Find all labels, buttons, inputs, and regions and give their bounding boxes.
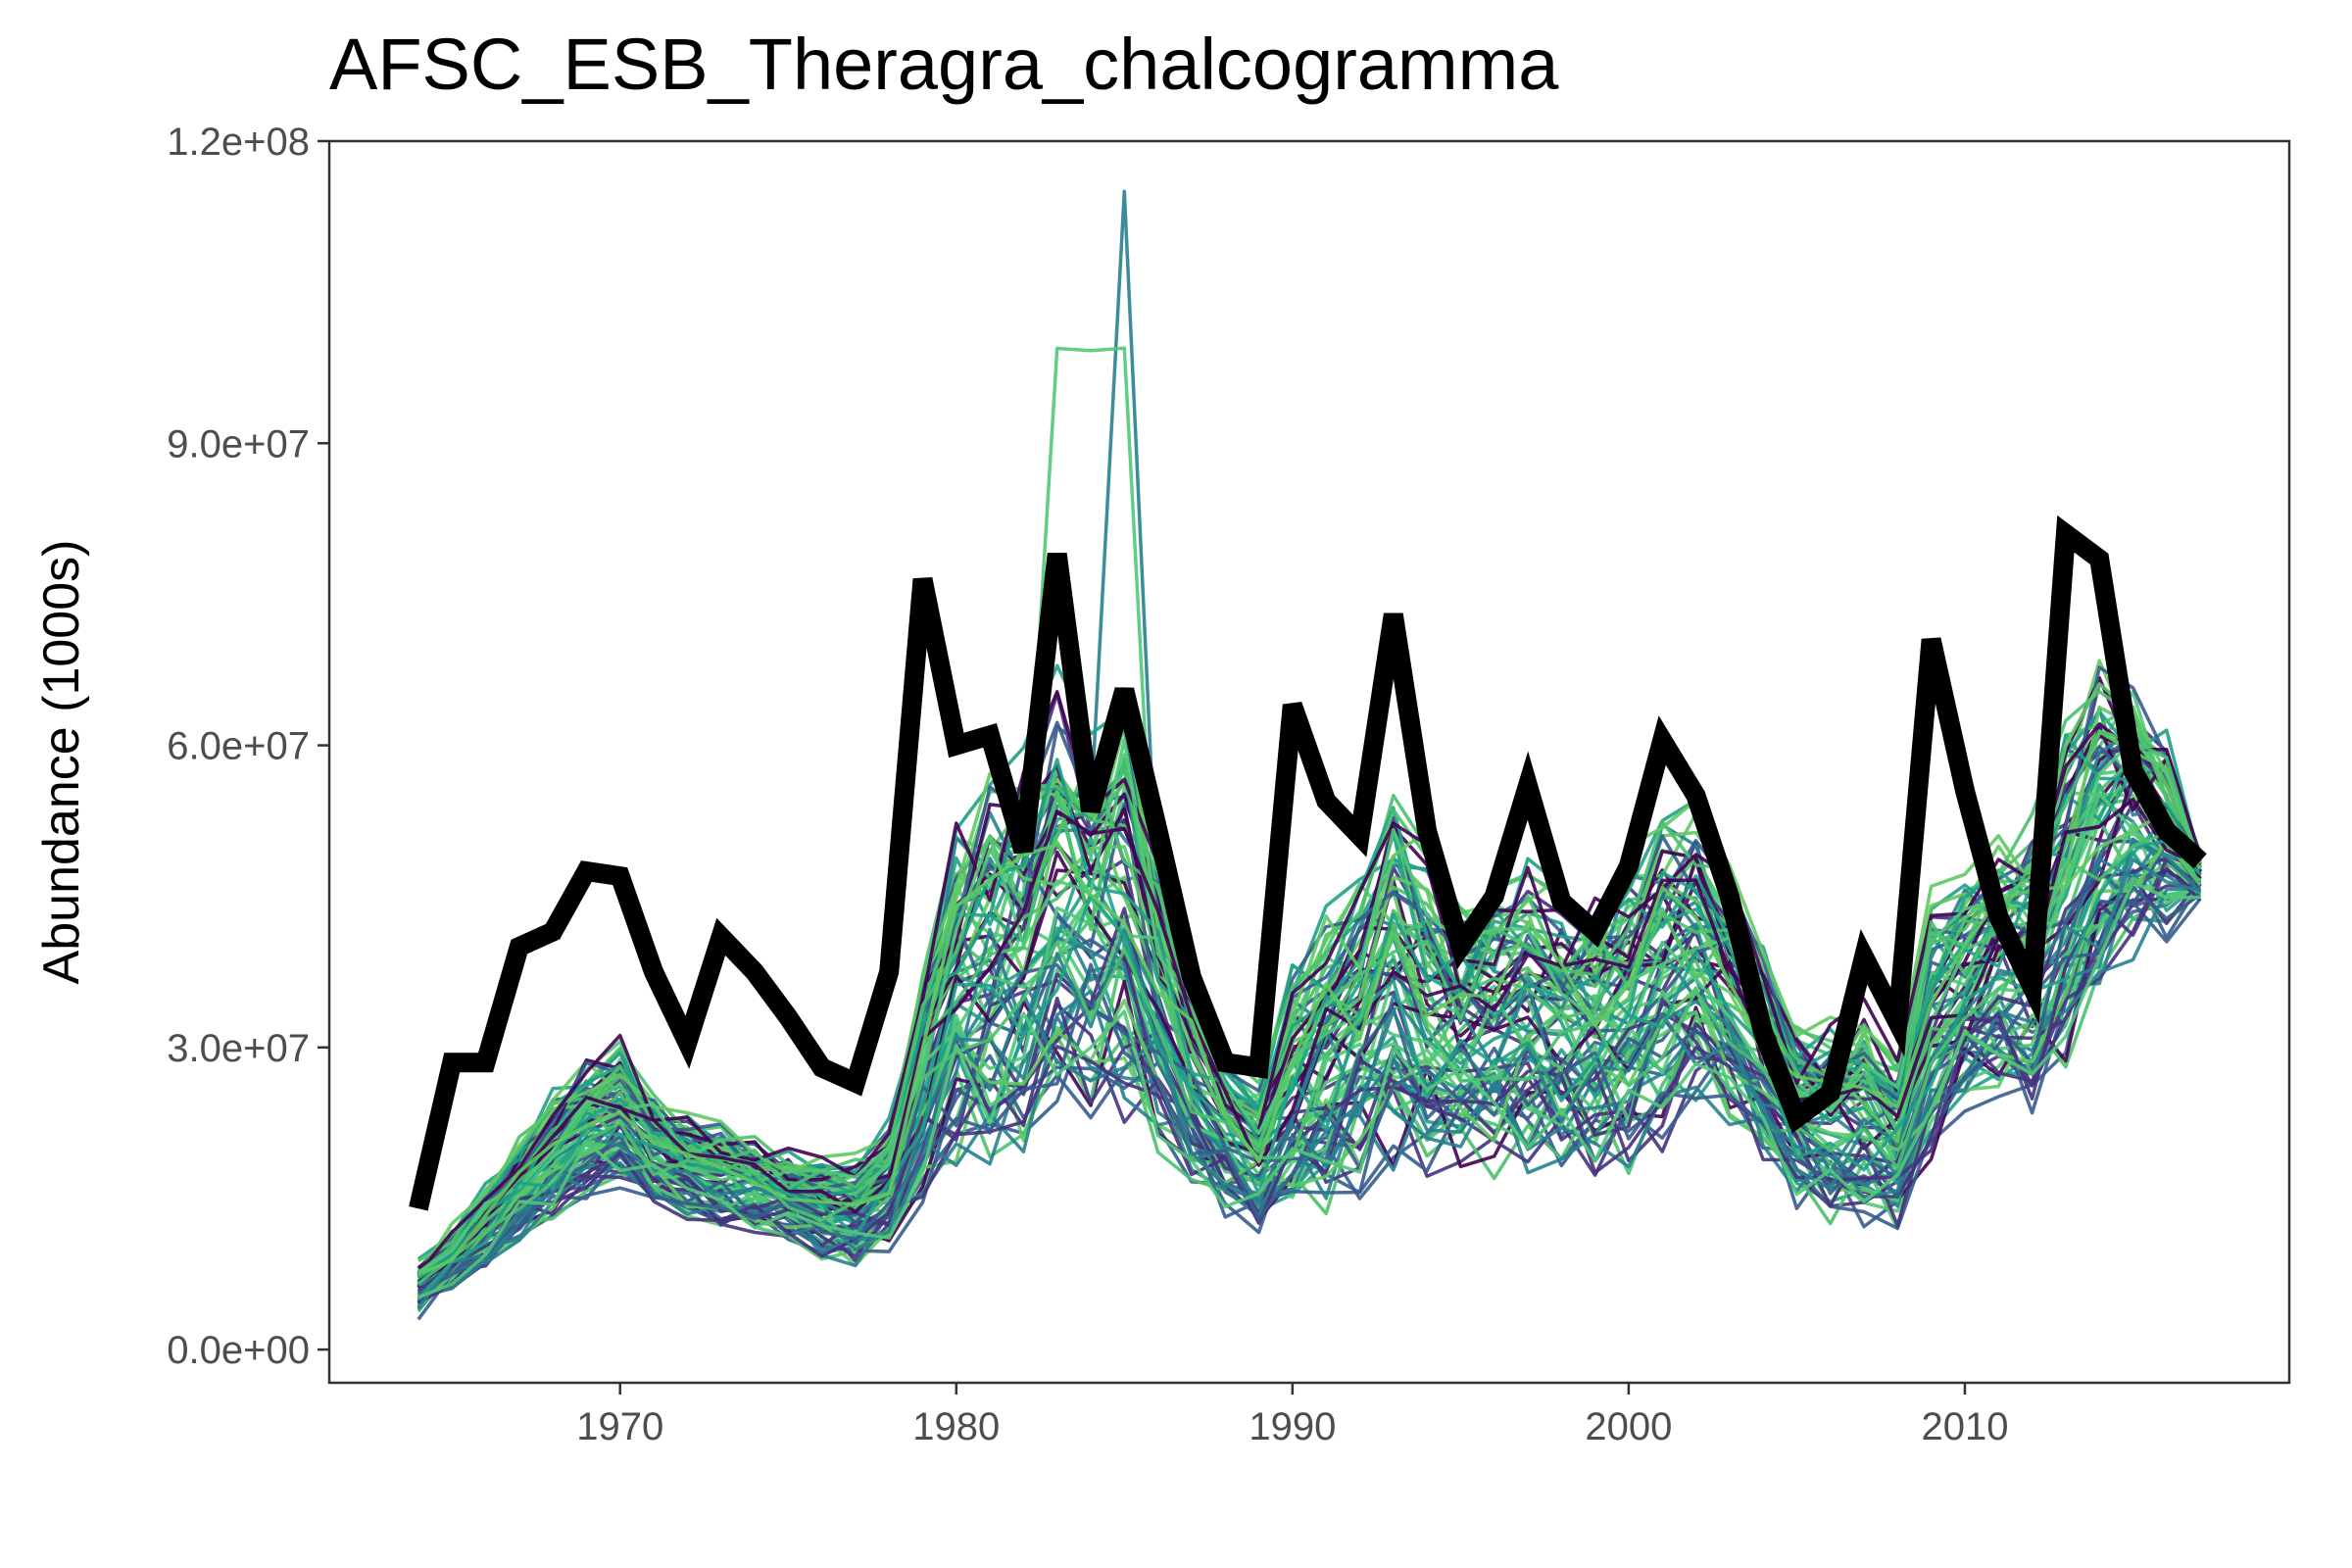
x-tick-label: 1990 [1249,1405,1336,1448]
observed-series [409,514,2207,1211]
observed-line [409,514,2207,1211]
x-tick-label: 1980 [912,1405,1000,1448]
x-axis: 1970 1980 1990 2000 2010 [576,1383,2008,1448]
chart-title: AFSC_ESB_Theragra_chalcogramma [329,24,1559,105]
ensemble-line [417,880,2201,1299]
ensemble-line [417,797,2201,1284]
plot-panel-border [327,139,2291,1385]
x-tick-label: 1970 [576,1405,663,1448]
ensemble-line [417,829,2202,1288]
ensemble-line [416,737,2202,1274]
ensemble-lines [416,189,2202,1321]
ensemble-line [417,866,2202,1304]
ensemble-line [417,809,2202,1277]
y-tick-label: 1.2e+08 [167,121,310,164]
y-tick-label: 0.0e+00 [167,1329,310,1372]
ensemble-line [416,840,2202,1309]
ensemble-line [416,831,2202,1286]
y-tick-label: 3.0e+07 [167,1027,310,1070]
y-tick-label: 6.0e+07 [167,725,310,768]
y-tick-label: 9.0e+07 [167,422,310,466]
x-tick-label: 2000 [1585,1405,1672,1448]
y-axis: 0.0e+00 3.0e+07 6.0e+07 9.0e+07 1.2e+08 [167,121,329,1372]
y-axis-title: Abundance (1000s) [33,540,90,985]
x-tick-label: 2010 [1921,1405,2008,1448]
